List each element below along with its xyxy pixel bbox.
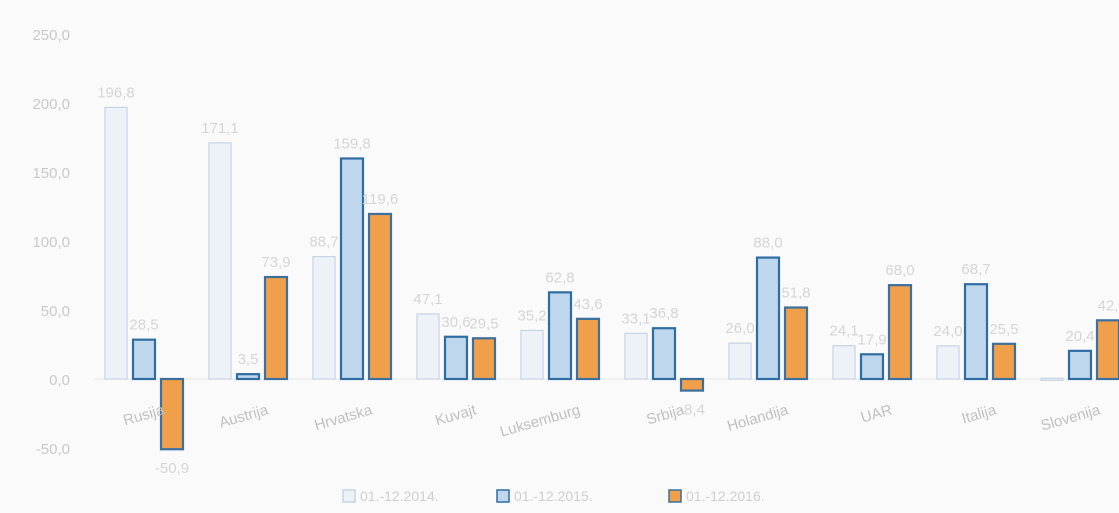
- data-label: 33,1: [621, 310, 650, 327]
- bar-luksemburg-series-3: [575, 317, 601, 381]
- data-label: 196,8: [97, 84, 135, 101]
- y-tick-label: 0,0: [49, 372, 70, 389]
- data-label: 43,6: [573, 296, 602, 313]
- legend-swatch: [496, 489, 510, 503]
- data-label: 20,4: [1065, 328, 1094, 345]
- bar-srbija-series-3: [679, 377, 705, 392]
- data-label: 119,6: [362, 191, 398, 208]
- data-labels: 196,8 171,1 88,7 47,1 35,2 33,1 26,0 24,1 24,0 28…: [97, 84, 1118, 477]
- y-axis: 250,0 200,0 150,0 100,0 50,0 0,0 -50,0 -100,0: [27, 27, 70, 513]
- data-label: 42,: [1098, 297, 1119, 314]
- category-label: Luksemburg: [498, 402, 582, 441]
- data-label: 68,7: [961, 261, 990, 278]
- bar-kuvajt-series-1: [416, 313, 440, 380]
- bar-slovenija-series-1: [1040, 377, 1064, 381]
- data-label: 88,7: [309, 234, 338, 251]
- y-tick-label: -100,0: [27, 510, 70, 513]
- bar-italija-series-2: [963, 283, 989, 381]
- bars: [104, 106, 1119, 451]
- category-label: Italija: [960, 401, 999, 427]
- bar-austrija-series-2: [235, 373, 261, 381]
- legend-label: 01.-12.2016.: [686, 488, 765, 504]
- bar-luksemburg-series-1: [520, 329, 544, 380]
- data-label: 159,8: [333, 135, 371, 152]
- data-label: 30,6: [441, 314, 470, 331]
- category-label: Hrvatska: [313, 401, 375, 434]
- bar-austrija-series-1: [208, 142, 232, 380]
- data-label: 62,8: [545, 269, 574, 286]
- data-label: 68,0: [885, 262, 914, 279]
- data-label: 35,2: [517, 307, 546, 324]
- data-label: 26,0: [725, 320, 754, 337]
- y-tick-label: 250,0: [32, 27, 70, 44]
- y-tick-label: 100,0: [32, 234, 70, 251]
- bar-holandija-series-1: [728, 342, 752, 380]
- data-label: 51,8: [781, 285, 810, 302]
- category-label: UAR: [859, 401, 894, 426]
- category-label: Austrija: [217, 401, 270, 431]
- bar-srbija-series-1: [624, 332, 648, 380]
- bar-kuvajt-series-3: [471, 337, 497, 381]
- bar-slovenija-series-2: [1067, 349, 1093, 381]
- bar-srbija-series-2: [651, 327, 677, 381]
- bar-slovenija-series-3: [1095, 319, 1119, 381]
- category-labels: Rusija Austrija Hrvatska Kuvajt Luksemburg Sr…: [121, 401, 1102, 440]
- bar-hrvatska-series-1: [312, 255, 336, 380]
- data-label: 73,9: [261, 254, 290, 271]
- bar-uar-series-1: [832, 345, 856, 380]
- category-label: Kuvajt: [433, 401, 479, 429]
- category-label: Slovenija: [1039, 401, 1103, 434]
- legend-swatch: [342, 489, 356, 503]
- category-label: Holandija: [725, 401, 790, 435]
- y-tick-label: 200,0: [32, 96, 70, 113]
- y-tick-label: -50,0: [36, 441, 70, 458]
- data-label: 28,5: [129, 317, 158, 334]
- data-label: 3,5: [238, 351, 259, 368]
- data-label: 29,5: [469, 315, 498, 332]
- data-label: 47,1: [413, 291, 442, 308]
- data-label: -50,9: [155, 460, 189, 477]
- data-label: 17,9: [857, 331, 886, 348]
- data-label: 36,8: [649, 305, 678, 322]
- bar-kuvajt-series-2: [443, 335, 469, 381]
- bar-luksemburg-series-2: [547, 291, 573, 381]
- bar-rusija-series-3: [159, 377, 185, 451]
- bar-holandija-series-3: [783, 306, 809, 381]
- bar-uar-series-2: [859, 353, 885, 381]
- y-tick-label: 150,0: [32, 165, 70, 182]
- data-label: 24,1: [829, 323, 858, 340]
- data-label: 24,0: [933, 323, 962, 340]
- bar-hrvatska-series-3: [367, 212, 393, 381]
- legend-label: 01.-12.2014.: [360, 488, 439, 504]
- bar-italija-series-1: [936, 345, 960, 380]
- bar-rusija-series-1: [104, 106, 128, 380]
- legend: 01.-12.2014. 01.-12.2015. 01.-12.2016.: [342, 488, 765, 504]
- data-label: -8,4: [679, 402, 705, 419]
- data-label: 88,0: [753, 235, 782, 252]
- bar-rusija-series-2: [131, 338, 157, 381]
- data-label: 25,5: [989, 321, 1018, 338]
- bar-uar-series-3: [887, 284, 913, 381]
- bar-holandija-series-2: [755, 256, 781, 381]
- data-label: 171,1: [201, 120, 239, 137]
- category-label: Srbija: [645, 401, 687, 428]
- y-tick-label: 50,0: [41, 303, 70, 320]
- bar-hrvatska-series-2: [339, 157, 365, 381]
- bar-italija-series-3: [991, 342, 1017, 381]
- bar-austrija-series-3: [263, 275, 289, 381]
- legend-swatch: [668, 489, 682, 503]
- legend-label: 01.-12.2015.: [514, 488, 593, 504]
